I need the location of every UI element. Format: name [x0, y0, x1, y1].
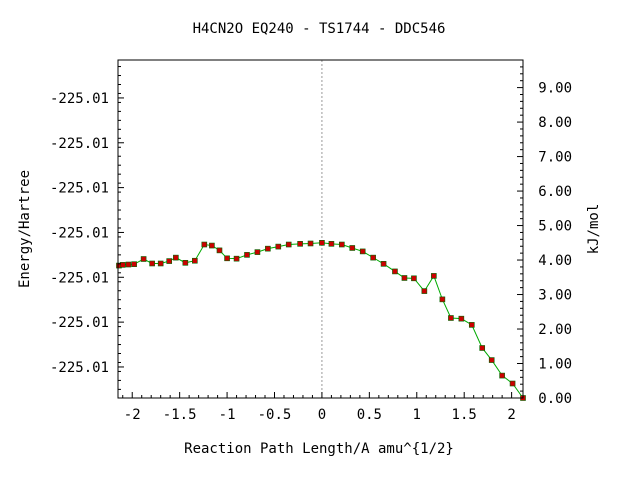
data-point-marker [166, 258, 173, 264]
data-point-marker [499, 372, 505, 379]
data-point-marker [119, 262, 126, 268]
data-point-marker [265, 245, 271, 252]
data-point-marker [401, 275, 408, 281]
y-left-tick-label: -225.01 [50, 270, 109, 286]
data-point-marker [328, 241, 335, 247]
x-tick-label: 1 [413, 407, 421, 423]
x-tick-label: -1 [219, 407, 236, 423]
data-point-marker [479, 345, 486, 351]
data-point-marker [411, 275, 417, 282]
plot-frame [117, 59, 524, 399]
y-right-tick-label: 0.00 [538, 391, 572, 407]
data-point-marker [421, 288, 428, 294]
y-right-tick-label: 6.00 [538, 184, 572, 200]
data-point-marker [439, 296, 446, 303]
y-left-tick-label: -225.01 [50, 360, 109, 376]
data-point-marker [149, 260, 155, 267]
x-tick-label: 2 [507, 407, 515, 423]
data-point-marker [458, 315, 465, 322]
y-right-tick-label: 3.00 [538, 288, 572, 304]
y-left-tick-label: -225.01 [50, 225, 109, 241]
x-axis-label: Reaction Path Length/A amu^{1/2} [184, 441, 454, 457]
x-tick-label: -2 [124, 407, 141, 423]
data-point-marker [201, 241, 208, 248]
data-point-marker [392, 268, 398, 275]
data-point-marker [131, 261, 137, 267]
x-tick-label: 0.5 [357, 407, 382, 423]
data-point-marker [140, 256, 147, 262]
data-point-marker [285, 241, 292, 248]
data-point-marker [319, 239, 325, 246]
y-left-tick-label: -225.01 [50, 91, 109, 107]
data-point-marker [182, 259, 189, 266]
data-point-marker [359, 248, 366, 255]
y-axis-label-left: Energy/Hartree [17, 170, 33, 288]
data-point-marker [339, 241, 345, 248]
y-right-tick-label: 9.00 [538, 81, 572, 97]
data-point-marker [157, 260, 164, 267]
axes-layer [117, 59, 524, 399]
data-point-marker [448, 315, 454, 321]
y-right-tick-label: 1.00 [538, 357, 572, 373]
x-tick-label: -0.5 [258, 407, 292, 423]
x-tick-label: -1.5 [163, 407, 197, 423]
data-point-marker [244, 252, 250, 258]
y-right-tick-label: 2.00 [538, 322, 572, 338]
data-point-marker [209, 242, 215, 249]
y-right-tick-label: 5.00 [538, 219, 572, 235]
data-point-marker [509, 380, 516, 387]
data-point-marker [307, 240, 314, 247]
data-point-marker [468, 322, 475, 328]
data-point-marker [349, 245, 356, 251]
x-tick-label: 1.5 [452, 407, 477, 423]
y-right-tick-label: 8.00 [538, 115, 572, 131]
series-layer [116, 239, 526, 401]
y-left-tick-label: -225.01 [50, 181, 109, 197]
y-left-tick-label: -225.01 [50, 315, 109, 331]
y-left-tick-label: -225.01 [50, 136, 109, 152]
data-point-marker [125, 261, 132, 268]
data-point-marker [224, 255, 230, 262]
y-axis-label-right: kJ/mol [586, 204, 602, 255]
y-right-tick-label: 7.00 [538, 150, 572, 166]
ticks-layer: -2 -1.5 -1 -0.5 0 0.5 1 1.5 2 -225.01 -225.01 -225.… [50, 59, 572, 423]
data-point-marker [488, 357, 495, 363]
data-point-marker [173, 254, 179, 261]
data-point-marker [297, 241, 303, 247]
data-point-marker [370, 254, 376, 261]
data-point-marker [275, 243, 282, 250]
data-point-marker [216, 247, 223, 254]
data-point-marker [254, 249, 261, 255]
data-point-marker [380, 261, 387, 267]
data-point-marker [192, 257, 198, 264]
data-point-marker [233, 255, 240, 262]
data-point-marker [431, 273, 437, 279]
x-tick-label: 0 [318, 407, 326, 423]
chart-title: H4CN2O EQ240 - TS1744 - DDC546 [193, 21, 446, 37]
y-right-tick-label: 4.00 [538, 253, 572, 269]
